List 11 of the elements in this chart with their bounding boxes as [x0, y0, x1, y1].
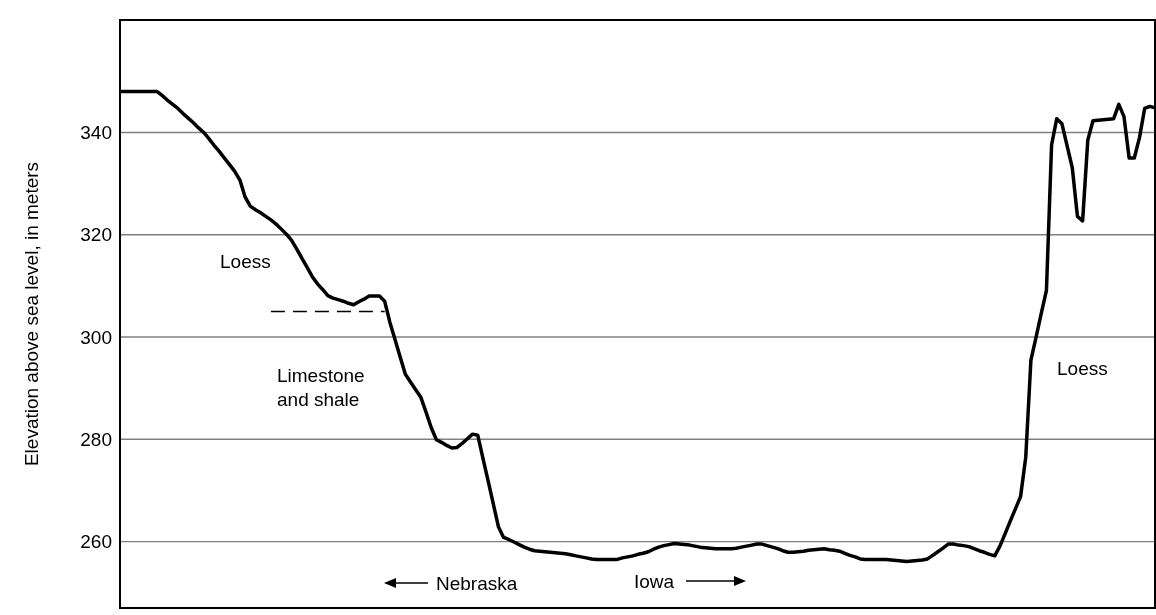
y-tick-label: 260: [80, 531, 112, 553]
annotation: Iowa: [634, 571, 675, 592]
annotation: Loess: [220, 251, 271, 272]
y-axis-title: Elevation above sea level, in meters: [21, 161, 42, 467]
annotation: Nebraska: [436, 573, 518, 594]
y-tick-label: 340: [80, 122, 112, 144]
annotation: Limestone and shale: [277, 365, 365, 410]
annotation: Loess: [1057, 358, 1108, 379]
y-tick-label: 320: [80, 224, 112, 246]
y-tick-label: 300: [80, 326, 112, 348]
y-tick-label: 280: [80, 428, 112, 450]
